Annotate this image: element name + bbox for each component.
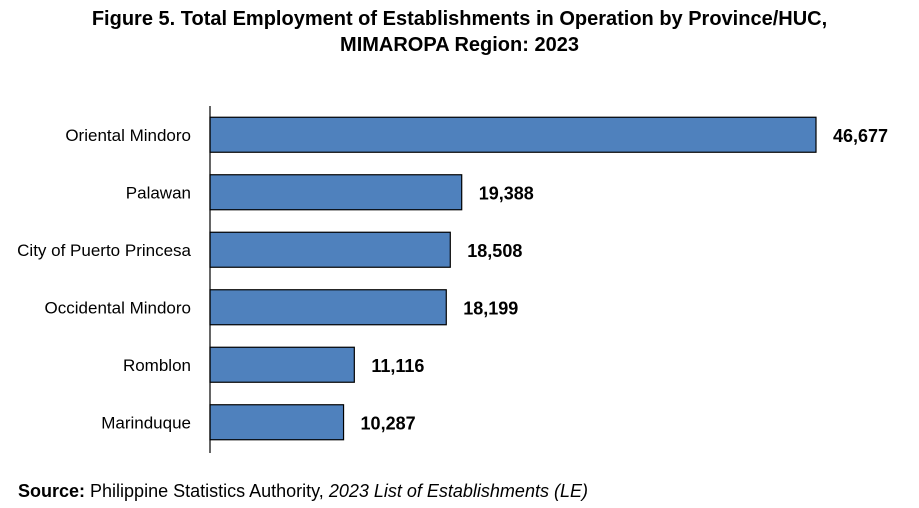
source-note: Source: Philippine Statistics Authority,… [18,481,588,502]
category-label: Marinduque [101,413,191,432]
category-label: Palawan [126,183,191,202]
category-label: Oriental Mindoro [65,126,191,145]
chart-title-line-1: Figure 5. Total Employment of Establishm… [91,8,828,30]
category-label: Romblon [123,356,191,375]
bar-chart: Oriental Mindoro 46,677 Palawan 19,388 City … [17,106,888,453]
category-label: Occidental Mindoro [45,298,191,317]
category-label: City of Puerto Princesa [17,241,191,260]
chart-title-line-2: MIMAROPA Region: 2023 [340,34,579,56]
bar [209,174,463,211]
source-text: Philippine Statistics Authority, [85,481,329,501]
value-label: 10,287 [361,413,416,433]
value-label: 46,677 [833,126,888,146]
value-label: 18,199 [463,298,518,318]
bar [209,289,447,326]
bar [209,116,817,153]
bar [209,404,345,441]
chart-title: Figure 5. Total Employment of Establishm… [0,6,919,58]
value-label: 19,388 [479,183,534,203]
value-label: 11,116 [371,356,424,376]
value-label: 18,508 [467,241,522,261]
bar [209,231,451,268]
source-label: Source: [18,481,86,501]
bar [209,346,355,383]
source-publication: 2023 List of Establishments (LE) [328,481,588,501]
